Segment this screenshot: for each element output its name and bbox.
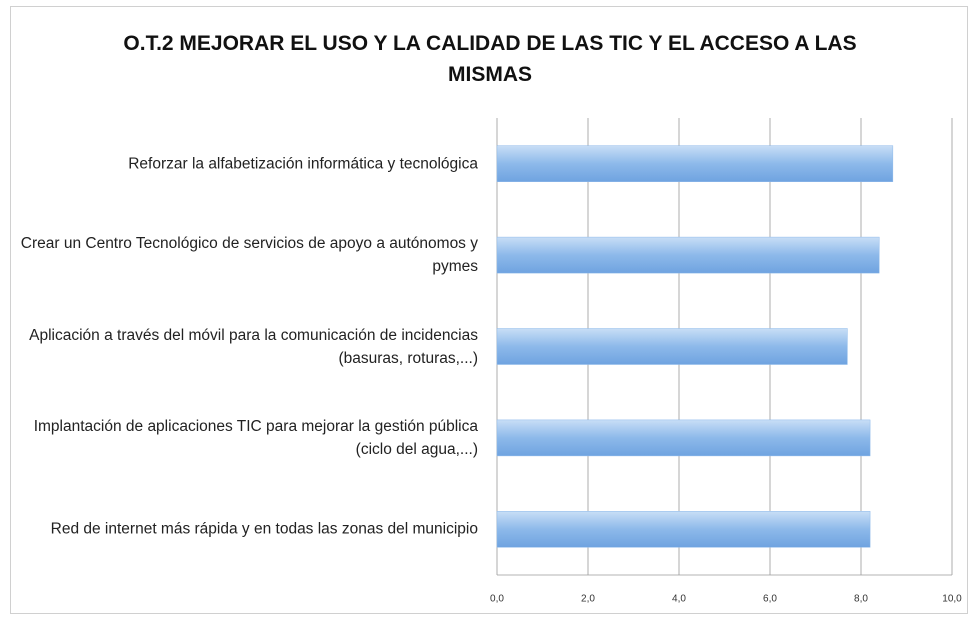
x-tick-label: 2,0 xyxy=(581,594,595,605)
category-label: Crear un Centro Tecnológico de servicios… xyxy=(20,235,478,276)
chart-frame xyxy=(10,6,968,614)
bar xyxy=(496,328,848,365)
x-tick-label: 8,0 xyxy=(854,594,868,605)
x-tick-label: 10,0 xyxy=(942,594,962,605)
bar xyxy=(496,236,880,274)
x-tick-label: 6,0 xyxy=(763,594,777,605)
bar xyxy=(496,511,871,548)
category-label: Red de internet más rápida y en todas la… xyxy=(50,520,478,538)
bar xyxy=(496,145,894,182)
category-label: Aplicación a través del móvil para la co… xyxy=(29,326,478,367)
category-label: Implantación de aplicaciones TIC para me… xyxy=(33,417,478,458)
x-tick-label: 0,0 xyxy=(490,594,504,605)
x-tick-label: 4,0 xyxy=(672,594,686,605)
category-label: Reforzar la alfabetización informática y… xyxy=(128,155,478,173)
bar xyxy=(496,419,871,457)
chart-title: O.T.2 MEJORAR EL USO Y LA CALIDAD DE LAS… xyxy=(123,32,857,86)
